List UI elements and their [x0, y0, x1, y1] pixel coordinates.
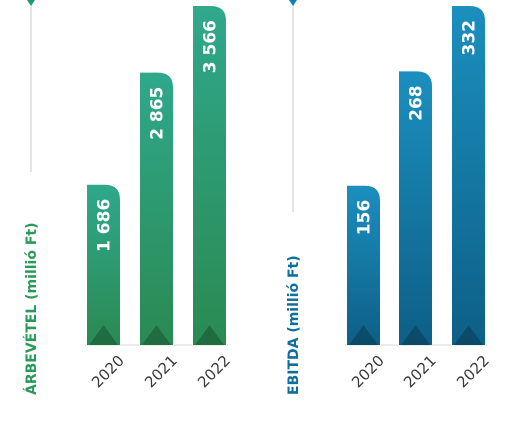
- bar: [399, 71, 432, 345]
- bar-deco: [349, 325, 378, 345]
- bar: [452, 6, 485, 345]
- x-tick-label: 2022: [194, 352, 234, 392]
- bar-value-label: 3 566: [201, 20, 221, 73]
- revenue-chart: 1 686 2020 2 865 2021 3 566 2022 ÁRBEVÉTEL (mi…: [23, 0, 234, 395]
- bar-deco: [401, 325, 430, 345]
- ebitda-chart: 156 2020 268 2021 332 2022 EBITDA (millió Ft): [257, 0, 514, 426]
- y-axis-title: EBITDA (millió Ft): [286, 255, 302, 395]
- x-tick-label: 2022: [453, 352, 493, 392]
- x-tick-label: 2021: [400, 352, 440, 392]
- bar-value-label: 2 865: [148, 87, 168, 140]
- ebitda-chart-svg: 156 2020 268 2021 332 2022 EBITDA (millió Ft): [286, 0, 493, 395]
- bar-deco: [142, 325, 171, 345]
- guide-marker: [289, 0, 297, 6]
- revenue-chart-svg: 1 686 2020 2 865 2021 3 566 2022 ÁRBEVÉTEL (mi…: [23, 0, 234, 395]
- bar-deco: [195, 325, 224, 345]
- guide-marker: [27, 0, 35, 6]
- bar: [87, 184, 120, 345]
- x-tick-label: 2020: [88, 352, 128, 392]
- x-tick-label: 2020: [348, 352, 388, 392]
- bar-deco: [454, 325, 483, 345]
- x-tick-label: 2021: [141, 352, 181, 392]
- bar: [347, 185, 380, 345]
- bar-value-label: 1 686: [95, 199, 115, 252]
- bar-value-label: 268: [407, 85, 427, 121]
- bar-value-label: 332: [460, 20, 480, 56]
- bar-value-label: 156: [355, 200, 375, 236]
- bar: [193, 6, 226, 345]
- bar-deco: [89, 325, 118, 345]
- y-axis-title: ÁRBEVÉTEL (millió Ft): [23, 223, 40, 395]
- bar: [140, 72, 173, 346]
